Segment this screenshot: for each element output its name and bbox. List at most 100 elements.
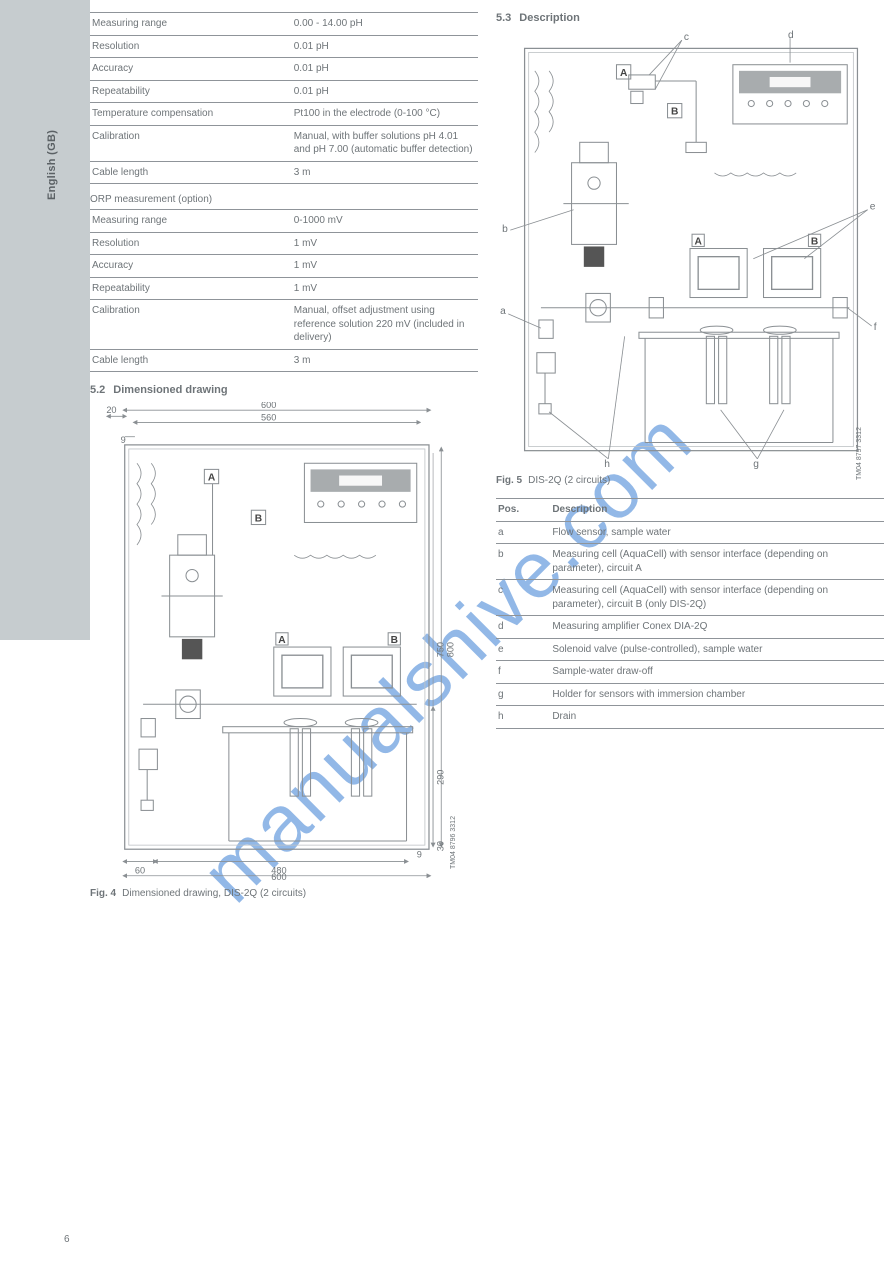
callout-c: c — [684, 32, 689, 43]
dim-label: 600 — [271, 872, 286, 882]
section-title: Description — [519, 12, 580, 24]
box-label-a: A — [620, 68, 628, 79]
pos-desc: Measuring amplifier Conex DIA-2Q — [550, 616, 884, 639]
figure-5-tm-code: TM04 8797 3312 — [856, 427, 863, 480]
spec-value: 0.01 pH — [292, 80, 478, 103]
table-row: Accuracy0.01 pH — [90, 58, 478, 81]
spec-key: Resolution — [90, 232, 292, 255]
table-row: fSample-water draw-off — [496, 661, 884, 684]
box-label-b: B — [255, 513, 262, 524]
page-number: 6 — [64, 1234, 70, 1245]
spec-key: Calibration — [90, 300, 292, 350]
spec-value: 0.00 - 14.00 pH — [292, 13, 478, 36]
figure-5-label: Fig. 5 — [496, 475, 522, 486]
pos-key: a — [496, 521, 550, 544]
orp-spec-table: Measuring range0-1000 mV Resolution1 mV … — [90, 209, 478, 372]
callout-f: f — [874, 322, 877, 333]
table-header-row: Pos. Description — [496, 499, 884, 522]
spec-key: Measuring range — [90, 13, 292, 36]
spec-key: Measuring range — [90, 210, 292, 233]
spec-key: Calibration — [90, 125, 292, 161]
dim-label: 800 — [445, 642, 455, 657]
pos-desc: Solenoid valve (pulse-controlled), sampl… — [550, 638, 884, 661]
callout-h: h — [604, 459, 610, 469]
table-header-desc: Description — [550, 499, 884, 522]
box-label-a: A — [278, 635, 286, 646]
spec-value: Pt100 in the electrode (0-100 °C) — [292, 103, 478, 126]
box-label-b: B — [391, 635, 398, 646]
dim-label: 60 — [135, 866, 145, 876]
spec-key: Cable length — [90, 349, 292, 372]
spec-value: 0-1000 mV — [292, 210, 478, 233]
dim-label: 560 — [261, 412, 276, 422]
box-label-a: A — [208, 473, 216, 484]
figure-4-dimensioned-drawing: 20 600 560 9 800 750 290 30 9 60 — [90, 402, 478, 882]
spec-value: 1 mV — [292, 255, 478, 278]
spec-key: Temperature compensation — [90, 103, 292, 126]
table-row: Measuring range0.00 - 14.00 pH — [90, 13, 478, 36]
table-row: Repeatability0.01 pH — [90, 80, 478, 103]
spec-key: Accuracy — [90, 255, 292, 278]
table-row: Cable length3 m — [90, 349, 478, 372]
pos-key: b — [496, 544, 550, 580]
figure-4-label: Fig. 4 — [90, 888, 116, 899]
pos-key: c — [496, 580, 550, 616]
spec-key: Repeatability — [90, 80, 292, 103]
pos-desc: Flow sensor, sample water — [550, 521, 884, 544]
right-column: 5.3 Description A B — [496, 12, 884, 899]
section-title: Dimensioned drawing — [113, 384, 227, 396]
spec-value: 0.01 pH — [292, 35, 478, 58]
spec-value: Manual, with buffer solutions pH 4.01 an… — [292, 125, 478, 161]
spec-key: Resolution — [90, 35, 292, 58]
two-column-content: Measuring range0.00 - 14.00 pH Resolutio… — [90, 12, 884, 899]
pos-key: e — [496, 638, 550, 661]
table-row: dMeasuring amplifier Conex DIA-2Q — [496, 616, 884, 639]
section-number: 5.2 — [90, 384, 105, 396]
table-row: aFlow sensor, sample water — [496, 521, 884, 544]
figure-4-caption: Fig. 4 Dimensioned drawing, DIS-2Q (2 cir… — [90, 888, 478, 899]
pos-key: d — [496, 616, 550, 639]
box-label-a: A — [694, 236, 702, 247]
pos-desc: Holder for sensors with immersion chambe… — [550, 683, 884, 706]
position-description-table: Pos. Description aFlow sensor, sample wa… — [496, 498, 884, 729]
figure-5-description-drawing: A B — [496, 30, 884, 469]
spec-value: 3 m — [292, 161, 478, 184]
table-row: Resolution1 mV — [90, 232, 478, 255]
orp-section-title: ORP measurement (option) — [90, 194, 478, 205]
figure-4-wrap: 20 600 560 9 800 750 290 30 9 60 — [90, 402, 478, 882]
pos-key: h — [496, 706, 550, 729]
section-number: 5.3 — [496, 12, 511, 24]
spec-key: Repeatability — [90, 277, 292, 300]
spec-key: Cable length — [90, 161, 292, 184]
spec-value: 3 m — [292, 349, 478, 372]
figure-5-caption-text: DIS-2Q (2 circuits) — [528, 475, 610, 486]
table-row: Resolution0.01 pH — [90, 35, 478, 58]
box-label-b: B — [811, 236, 818, 247]
table-row: eSolenoid valve (pulse-controlled), samp… — [496, 638, 884, 661]
table-row: Accuracy1 mV — [90, 255, 478, 278]
dim-label: 600 — [261, 402, 276, 410]
pos-desc: Measuring cell (AquaCell) with sensor in… — [550, 580, 884, 616]
table-row: gHolder for sensors with immersion chamb… — [496, 683, 884, 706]
spec-key: Accuracy — [90, 58, 292, 81]
table-row: hDrain — [496, 706, 884, 729]
dim-label: 9 — [121, 435, 126, 445]
table-row: CalibrationManual, offset adjustment usi… — [90, 300, 478, 350]
spec-value: 1 mV — [292, 232, 478, 255]
table-row: cMeasuring cell (AquaCell) with sensor i… — [496, 580, 884, 616]
figure-4-caption-text: Dimensioned drawing, DIS-2Q (2 circuits) — [122, 888, 306, 899]
pos-desc: Drain — [550, 706, 884, 729]
callout-g: g — [753, 459, 759, 469]
sidebar-region: English (GB) — [0, 0, 90, 640]
sidebar-language-label: English (GB) — [46, 130, 58, 200]
callout-e: e — [870, 202, 876, 213]
figure-4-tm-code: TM04 8796 3312 — [450, 816, 457, 869]
left-column: Measuring range0.00 - 14.00 pH Resolutio… — [90, 12, 478, 899]
pos-key: g — [496, 683, 550, 706]
spec-value: 0.01 pH — [292, 58, 478, 81]
callout-a: a — [500, 306, 506, 317]
table-row: CalibrationManual, with buffer solutions… — [90, 125, 478, 161]
dim-label: 290 — [435, 770, 445, 785]
table-row: Repeatability1 mV — [90, 277, 478, 300]
table-header-pos: Pos. — [496, 499, 550, 522]
